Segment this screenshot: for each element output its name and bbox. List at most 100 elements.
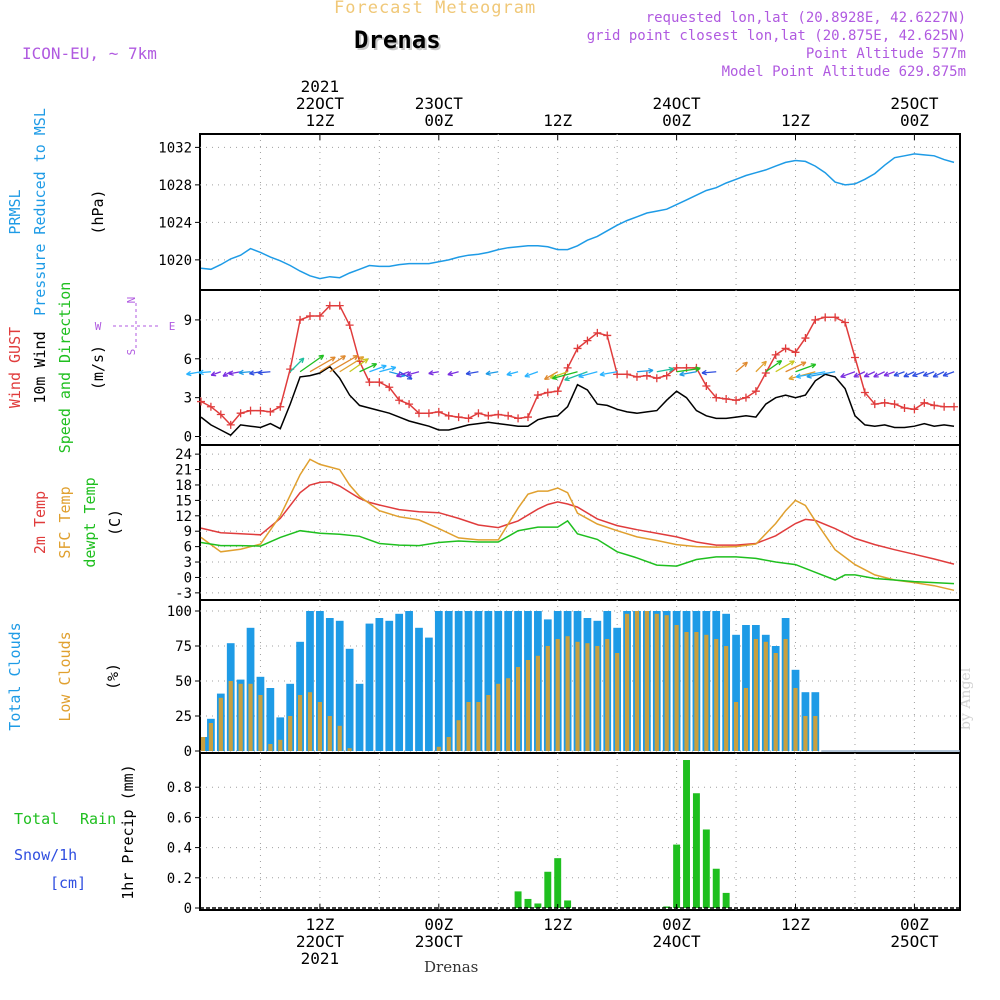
gust-marker bbox=[395, 396, 404, 405]
gust-marker bbox=[741, 393, 750, 402]
wind-arrow-head bbox=[362, 358, 369, 364]
y-tick-label: 50 bbox=[175, 674, 192, 690]
wind-arrow bbox=[186, 370, 202, 377]
total-cloud-bar bbox=[276, 717, 285, 751]
wind-arrow bbox=[544, 371, 559, 380]
wind-arrow bbox=[922, 371, 935, 377]
y-tick-label: 1020 bbox=[158, 253, 192, 269]
wind-arrow bbox=[932, 371, 945, 378]
low-cloud-bar bbox=[664, 615, 669, 751]
gust-marker bbox=[256, 406, 265, 415]
chart-title: Forecast Meteogram bbox=[334, 0, 537, 18]
wind-arrow bbox=[551, 371, 578, 381]
wind-arrow-shaft bbox=[369, 365, 387, 373]
low-cloud-bar bbox=[317, 702, 322, 751]
point-altitude: Point Altitude 577m bbox=[805, 46, 966, 62]
wind-arrow-head bbox=[340, 355, 346, 361]
time-label-bottom: 22OCT bbox=[296, 932, 345, 951]
total-cloud-bar bbox=[345, 648, 354, 751]
total-cloud-bar bbox=[306, 611, 314, 751]
low-cloud-bar bbox=[555, 639, 560, 751]
time-label-bottom: 00Z bbox=[424, 915, 453, 934]
low-cloud-bar bbox=[268, 744, 273, 751]
low-cloud-bar bbox=[714, 639, 719, 751]
y-tick-label: -3 bbox=[175, 586, 192, 602]
panel-label: (%) bbox=[104, 663, 122, 690]
wind-arrow-shaft bbox=[840, 371, 856, 378]
wind-arrow bbox=[309, 356, 336, 373]
wind-arrow-head bbox=[381, 364, 387, 370]
gust-marker bbox=[434, 407, 443, 416]
panel-label: Total bbox=[14, 810, 59, 828]
low-cloud-bar bbox=[535, 655, 540, 751]
wind-arrow-head bbox=[679, 371, 685, 377]
low-cloud-bar bbox=[724, 646, 729, 751]
total-cloud-bar bbox=[444, 611, 453, 751]
wind-arrow-shaft bbox=[903, 371, 915, 378]
low-cloud-bar bbox=[783, 639, 788, 751]
low-cloud-bar bbox=[803, 716, 808, 751]
low-cloud-bar bbox=[208, 723, 213, 751]
time-label-top: 00Z bbox=[900, 111, 929, 130]
wind-arrow-shaft bbox=[406, 371, 420, 376]
wind-arrow-shaft bbox=[923, 371, 935, 377]
gust-marker bbox=[811, 315, 820, 324]
wind-arrow-head bbox=[701, 369, 707, 376]
gust-marker bbox=[514, 414, 523, 423]
low-cloud-bar bbox=[238, 683, 243, 751]
panel-label: Low Clouds bbox=[56, 631, 74, 721]
model-label: ICON-EU, ~ 7km bbox=[22, 44, 157, 63]
compass-east: E bbox=[169, 320, 176, 333]
wind-arrow-shaft bbox=[398, 371, 413, 380]
wind-arrow-shaft bbox=[349, 358, 369, 373]
wind-arrow-shaft bbox=[506, 371, 519, 376]
wind-arrow bbox=[564, 371, 588, 382]
wind-arrow-shaft bbox=[389, 371, 405, 377]
gust-marker bbox=[860, 388, 869, 397]
low-cloud-bar bbox=[565, 636, 570, 751]
wind-arrow-head bbox=[465, 370, 472, 376]
wind-arrow-head bbox=[371, 363, 378, 369]
wind-arrow bbox=[222, 371, 232, 377]
gust-marker bbox=[444, 411, 453, 420]
wind-arrow bbox=[238, 369, 251, 376]
wind-arrow bbox=[785, 361, 807, 373]
panel-frame-precipitation bbox=[199, 752, 961, 911]
wind-arrow-head bbox=[648, 367, 654, 374]
wind-arrow-shaft bbox=[379, 366, 396, 373]
wind-arrow-shaft bbox=[524, 371, 539, 378]
panel-label: Speed and Direction bbox=[56, 282, 74, 454]
wind-arrow-shaft bbox=[636, 369, 654, 373]
y-tick-label: 24 bbox=[175, 447, 192, 463]
wind-arrow-head bbox=[249, 370, 255, 376]
wind-arrow-head bbox=[912, 371, 918, 378]
wind-arrow-shaft bbox=[257, 371, 271, 374]
wind-arrow-head bbox=[810, 363, 817, 369]
y-tick-label: 100 bbox=[167, 604, 192, 620]
panel-label: SFC Temp bbox=[56, 486, 74, 558]
wind-arrow-head bbox=[840, 372, 846, 379]
wind-arrow-head bbox=[564, 375, 570, 382]
y-tick-label: 3 bbox=[184, 391, 192, 407]
gust-marker bbox=[216, 410, 225, 419]
wind-arrow-head bbox=[257, 369, 263, 376]
wind-arrow bbox=[349, 358, 369, 373]
low-cloud-bar bbox=[674, 625, 679, 751]
time-label-top: 24OCT bbox=[653, 94, 702, 113]
gust-marker bbox=[553, 387, 562, 396]
gust-marker bbox=[504, 411, 513, 420]
wind-arrow-shaft bbox=[552, 371, 578, 380]
panel-frame-wind bbox=[199, 289, 961, 446]
wind-arrow-shaft bbox=[893, 371, 905, 377]
time-label-top: 12Z bbox=[543, 111, 572, 130]
wind-arrow-head bbox=[668, 366, 674, 373]
wind-arrow-head bbox=[806, 373, 812, 379]
low-cloud-bar bbox=[228, 681, 233, 751]
wind-arrow bbox=[210, 371, 222, 377]
wind-arrow-head bbox=[863, 372, 870, 378]
low-cloud-bar bbox=[634, 611, 640, 751]
wind-arrow bbox=[735, 361, 748, 373]
gust-marker bbox=[206, 402, 215, 411]
wind-arrow-shaft bbox=[309, 356, 336, 373]
gust-marker bbox=[831, 313, 840, 322]
